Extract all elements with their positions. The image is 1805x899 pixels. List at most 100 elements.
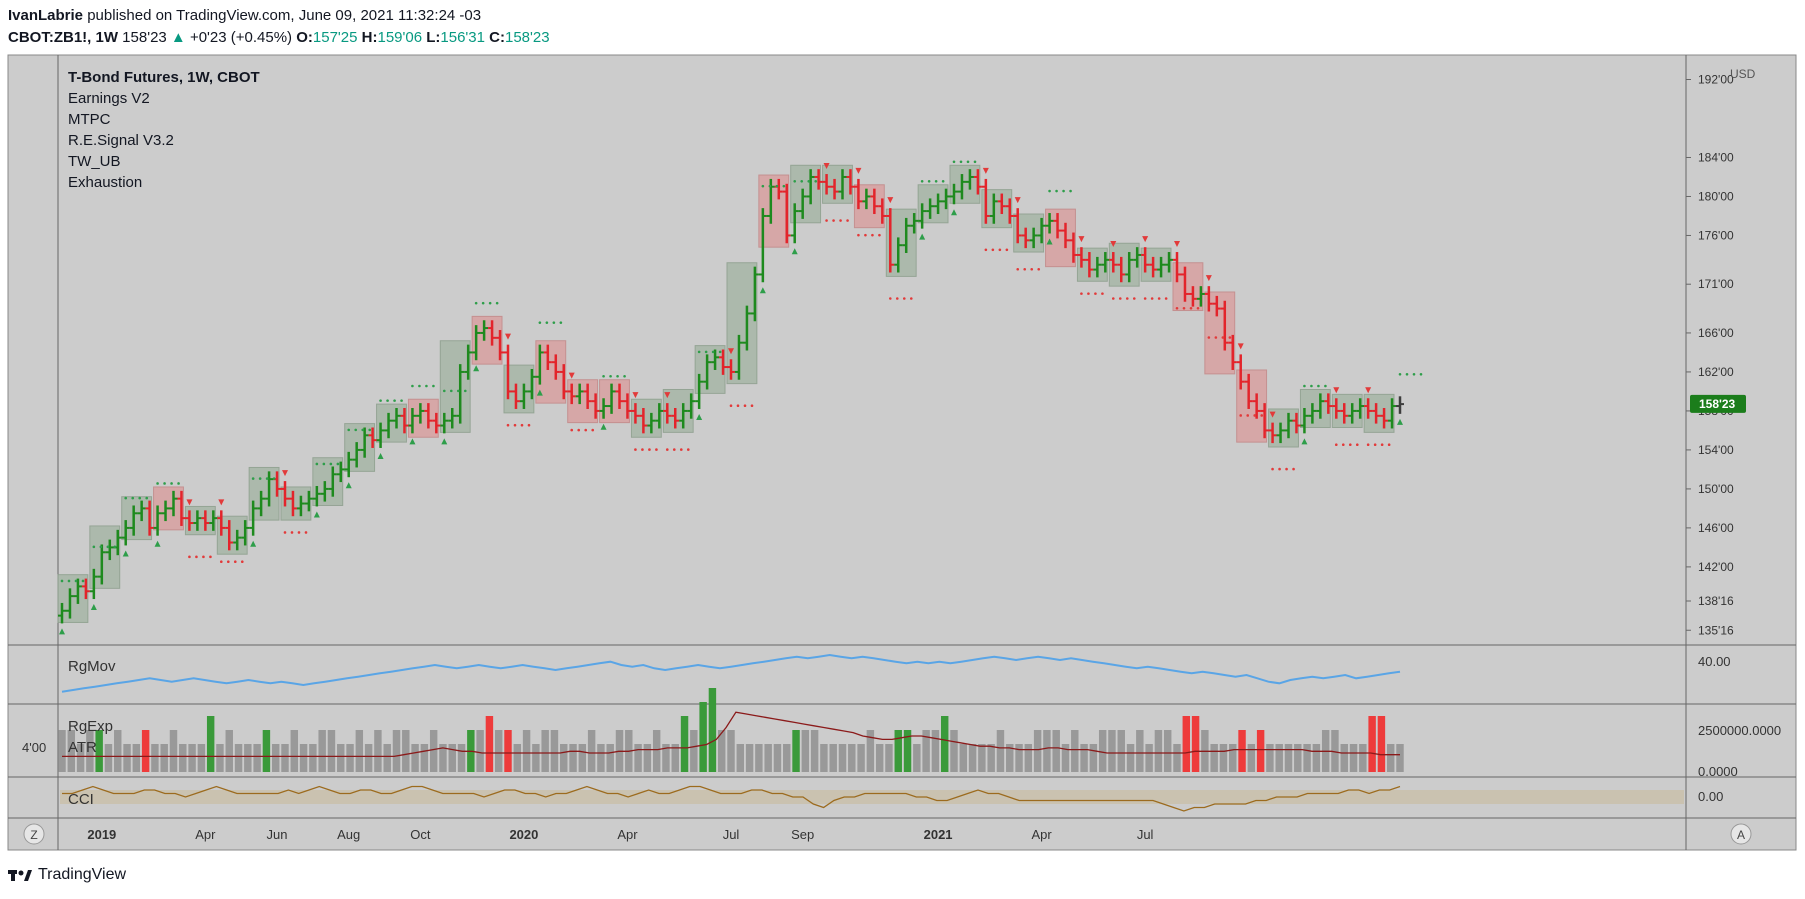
rgmov-label[interactable]: RgMov [68, 658, 116, 675]
buy-marker-icon [1301, 438, 1308, 445]
exhaustion-dot [379, 399, 382, 402]
cci-label[interactable]: CCI [68, 791, 94, 808]
buy-marker-icon [759, 287, 766, 294]
tradingview-logo[interactable]: TradingView [8, 866, 126, 884]
close-label: C: [489, 29, 505, 46]
exhaustion-dot [202, 555, 205, 559]
time-axis[interactable]: 2019 Apr Jun Aug Oct 2020 Apr Jul Sep 2021 Apr Jul [87, 827, 1153, 842]
volume-bar [1108, 730, 1116, 772]
exhaustion-dot [170, 482, 173, 485]
log-scale-button[interactable] [23, 823, 45, 845]
cci-value: 0.00 [1698, 789, 1723, 804]
volume-bar [848, 744, 856, 772]
volume-bar [1349, 744, 1358, 772]
legend-title[interactable]: T-Bond Futures, 1W, CBOT [68, 69, 260, 86]
exhaustion-dot [99, 545, 103, 549]
price-tick-label: 176'00 [1698, 228, 1734, 242]
bearish-signal-box [1204, 291, 1236, 375]
legend-indicator[interactable]: Earnings V2 [68, 90, 150, 107]
exhaustion-dot [386, 399, 389, 402]
exhaustion-dot [138, 496, 142, 500]
volume-bar [1312, 744, 1321, 772]
exhaustion-dot [1132, 297, 1136, 300]
price-axis[interactable]: 192'00 184'00 180'00 176'00 171'00 166'00 162'… [1686, 72, 1734, 637]
exhaustion-dot [1303, 384, 1306, 388]
volume-bar [1136, 730, 1144, 772]
exhaustion-dot [793, 179, 797, 183]
volume-bar [587, 730, 596, 772]
volume-bar [820, 744, 828, 772]
time-tick-label: 2019 [87, 827, 116, 842]
price-tick-label: 150'00 [1698, 482, 1734, 496]
volume-bar [244, 744, 252, 772]
sell-marker-icon [1269, 411, 1276, 418]
exhaustion-dot [672, 448, 676, 451]
volume-bar [1117, 730, 1125, 772]
exhaustion-dot [67, 579, 71, 583]
sell-marker-icon [282, 470, 288, 477]
volume-bar [1173, 744, 1181, 772]
exhaustion-dot [718, 350, 722, 354]
exhaustion-dot [888, 297, 892, 300]
exhaustion-dot [113, 545, 117, 549]
legend-indicator[interactable]: R.E.Signal V3.2 [68, 132, 174, 149]
buy-marker-icon [696, 413, 703, 420]
volume-bar [959, 744, 968, 772]
volume-bar [597, 744, 605, 772]
exhaustion-dot [1373, 443, 1377, 447]
low-value: 156'31 [440, 29, 485, 46]
volume-bar [708, 688, 717, 772]
atr-label[interactable]: ATR [68, 739, 97, 756]
auto-scale-button[interactable] [1730, 823, 1752, 845]
volume-bar [1210, 744, 1218, 772]
buy-marker-icon [536, 389, 543, 396]
exhaustion-dot [304, 531, 308, 534]
exhaustion-dot [1005, 248, 1009, 252]
volume-bar [931, 730, 940, 772]
volume-bar [1359, 744, 1367, 772]
last-price: 158'23 [122, 29, 167, 46]
volume-bar [1386, 744, 1395, 772]
exhaustion-dot [209, 555, 212, 559]
exhaustion-dot [686, 448, 690, 451]
sell-marker-icon [728, 348, 734, 355]
legend-indicator[interactable]: Exhaustion [68, 174, 142, 191]
volume-bar [885, 744, 893, 772]
low-label: L: [426, 29, 441, 46]
volume-bar [299, 744, 308, 772]
author[interactable]: IvanLabrie [8, 7, 84, 24]
volume-bar [1266, 744, 1274, 772]
exhaustion-dot [329, 462, 333, 466]
symbol: CBOT:ZB1!, 1W [8, 29, 118, 46]
high-value: 159'06 [377, 29, 423, 46]
volume-bar [513, 744, 522, 772]
legend-indicator[interactable]: MTPC [68, 111, 111, 128]
volume-bar [1331, 730, 1339, 772]
sell-marker-icon [1333, 387, 1340, 394]
close-value: 158'23 [504, 29, 550, 46]
exhaustion-dot [775, 184, 779, 188]
volume-bar [67, 730, 76, 772]
exhaustion-dot [704, 350, 708, 354]
exhaustion-dot [1164, 297, 1168, 300]
volume-bar [1303, 744, 1311, 772]
volume-bar [58, 730, 66, 772]
volume-bar [1256, 730, 1265, 772]
buy-marker-icon [1397, 418, 1403, 425]
volume-bar [792, 730, 800, 772]
legend-indicator[interactable]: TW_UB [68, 153, 121, 170]
buy-marker-icon [377, 452, 384, 459]
volume-bar [253, 744, 261, 772]
volume-bar [717, 730, 726, 772]
exhaustion-dot [697, 350, 701, 354]
exhaustion-dot [1260, 414, 1264, 417]
sell-marker-icon [186, 499, 193, 506]
volume-bar [1396, 744, 1404, 772]
exhaustion-dot [998, 248, 1002, 252]
exhaustion-dot [354, 428, 358, 432]
rgexp-label[interactable]: RgExp [68, 718, 113, 735]
exhaustion-dot [368, 428, 372, 432]
volume-bar [606, 744, 614, 772]
volume-bar [346, 744, 354, 772]
